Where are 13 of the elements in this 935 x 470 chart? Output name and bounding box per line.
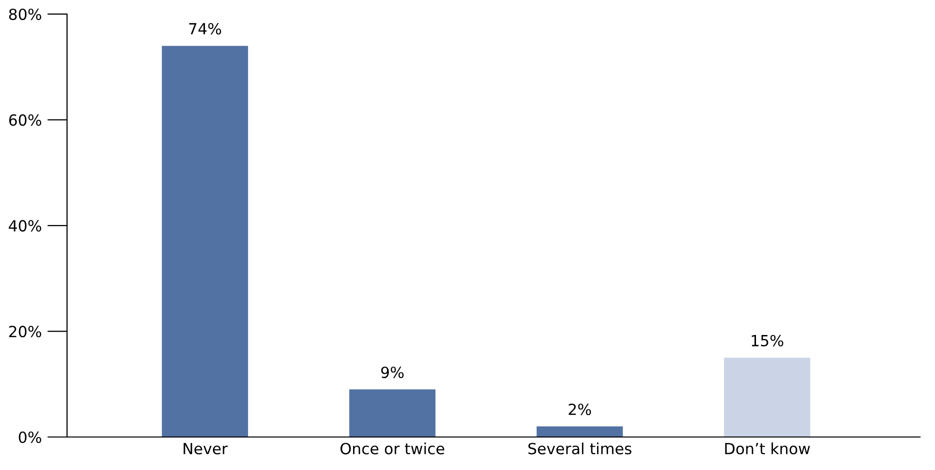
y-tick-label: 80% [9, 8, 42, 20]
data-label: 74% [189, 22, 222, 35]
data-label: 15% [752, 334, 784, 346]
x-tick-label: Several times [528, 442, 632, 454]
x-tick-label: Don’t know [725, 442, 810, 454]
y-tick-label: 40% [8, 220, 42, 232]
y-tick-label: 20% [9, 326, 42, 338]
x-tick-label: Once or twice [340, 442, 444, 454]
data-label: 2% [568, 404, 592, 416]
data-label: 9% [381, 366, 404, 378]
y-tick-label: 0% [18, 431, 42, 444]
x-tick-label: Never [184, 443, 228, 454]
y-tick-label: 60% [9, 114, 42, 126]
